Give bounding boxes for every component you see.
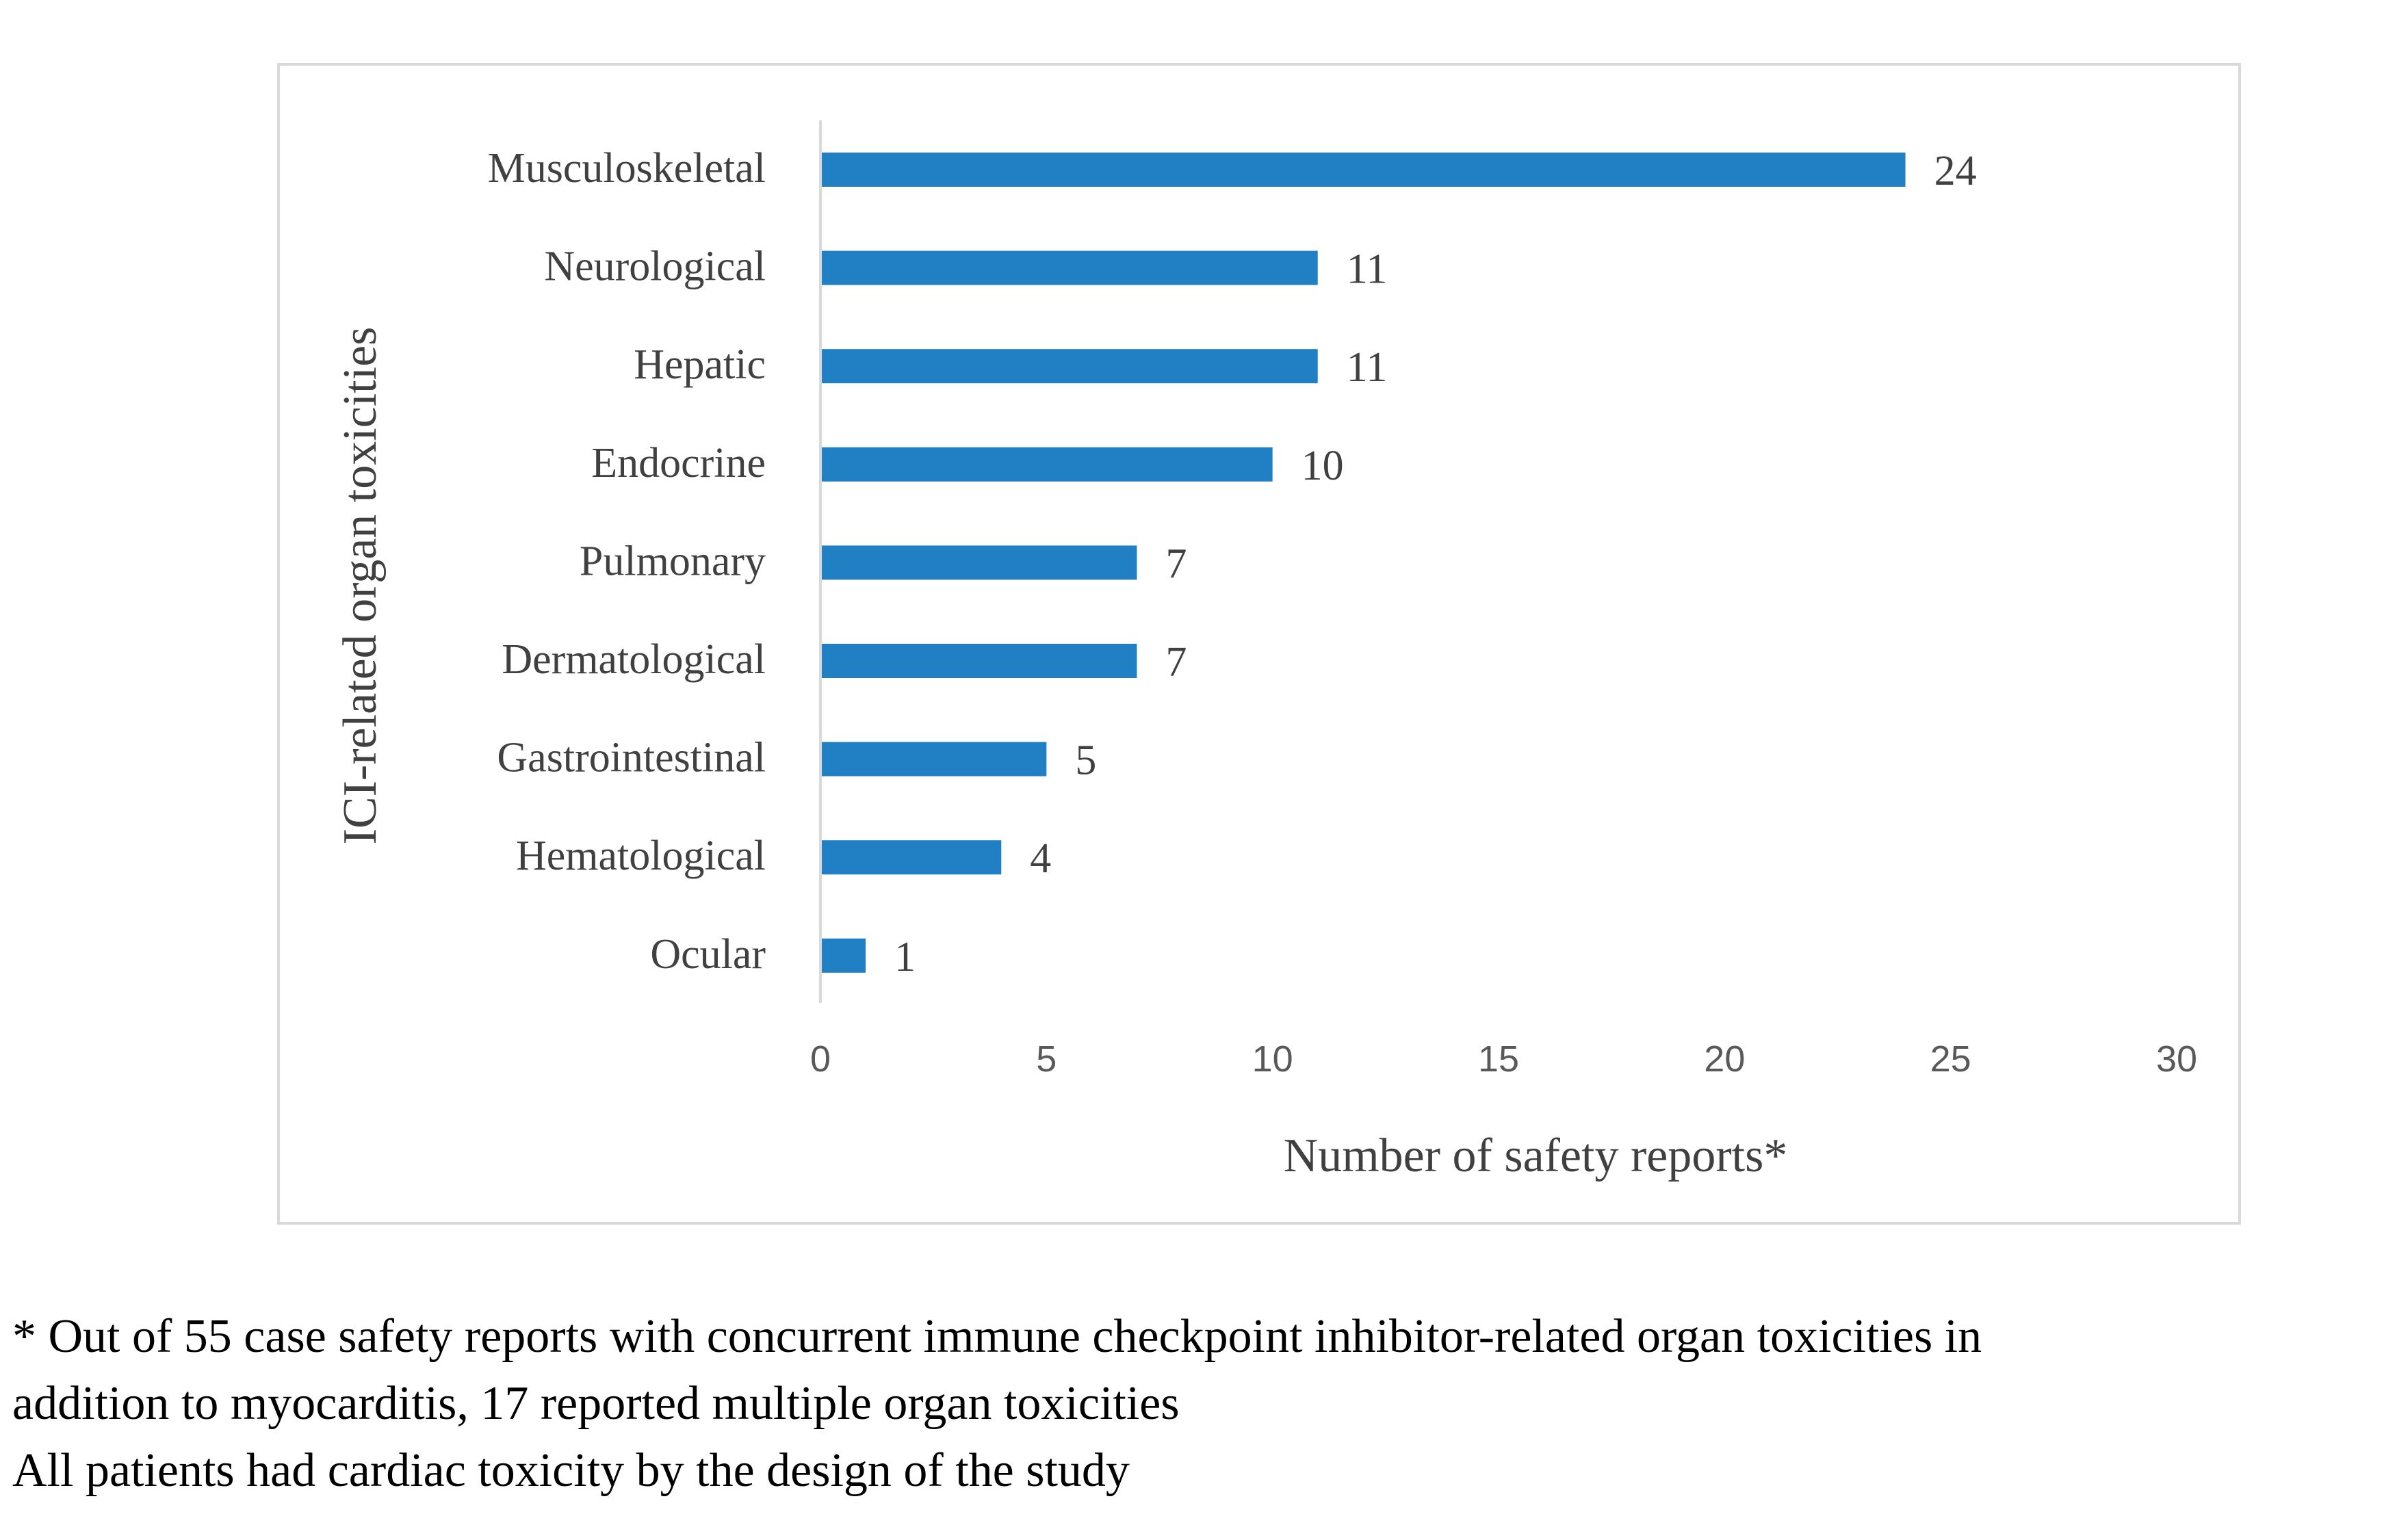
bars-group [822, 153, 1906, 973]
bar-dermatological [822, 644, 1137, 678]
footnote-line-1: * Out of 55 case safety reports with con… [12, 1310, 1982, 1363]
y-axis-title: ICI-related organ toxicities [334, 327, 387, 845]
x-tick-label: 0 [810, 1039, 831, 1080]
data-label: 24 [1934, 148, 1977, 194]
x-axis-title: Number of safety reports* [1284, 1130, 1788, 1182]
x-tick-label: 10 [1252, 1039, 1293, 1080]
category-label: Neurological [544, 244, 766, 290]
bar-pulmonary [822, 545, 1137, 580]
category-label: Endocrine [591, 440, 766, 486]
x-tick-labels-group: 0 5 10 15 20 25 30 [810, 1039, 2197, 1080]
x-tick-label: 20 [1704, 1039, 1745, 1080]
category-labels-group: Musculoskeletal Neurological Hepatic Endocr… [488, 145, 766, 978]
category-label: Dermatological [502, 636, 766, 683]
category-label: Ocular [650, 931, 766, 978]
data-label: 5 [1075, 738, 1096, 784]
bar-neurological [822, 250, 1318, 285]
category-label: Hepatic [634, 341, 766, 388]
footnote: * Out of 55 case safety reports with con… [12, 1303, 2380, 1504]
bar-hepatic [822, 349, 1318, 384]
chart-frame: Musculoskeletal Neurological Hepatic Endocr… [277, 63, 2241, 1225]
data-label: 7 [1165, 639, 1187, 686]
category-label: Hematological [516, 833, 766, 879]
x-tick-label: 25 [1930, 1039, 1971, 1080]
value-labels-group: 24 11 11 10 7 7 5 4 1 [894, 148, 1977, 980]
data-label: 11 [1347, 246, 1388, 293]
category-label: Pulmonary [580, 538, 766, 584]
footnote-line-2: addition to myocarditis, 17 reported mul… [12, 1377, 1180, 1430]
x-tick-label: 5 [1036, 1039, 1057, 1080]
data-label: 11 [1347, 344, 1388, 391]
x-tick-label: 30 [2156, 1039, 2197, 1080]
data-label: 10 [1301, 443, 1344, 489]
bar-chart: Musculoskeletal Neurological Hepatic Endocr… [334, 120, 2197, 1182]
bar-hematological [822, 840, 1002, 875]
data-label: 1 [894, 934, 916, 980]
data-label: 4 [1030, 835, 1051, 882]
bar-endocrine [822, 447, 1273, 482]
category-label: Musculoskeletal [488, 145, 766, 192]
x-tick-label: 15 [1478, 1039, 1519, 1080]
footnote-line-3: All patients had cardiac toxicity by the… [12, 1444, 1130, 1497]
category-label: Gastrointestinal [497, 735, 766, 781]
data-label: 7 [1165, 540, 1187, 587]
bar-ocular [822, 938, 866, 973]
bar-musculoskeletal [822, 153, 1906, 187]
bar-gastrointestinal [822, 742, 1047, 776]
